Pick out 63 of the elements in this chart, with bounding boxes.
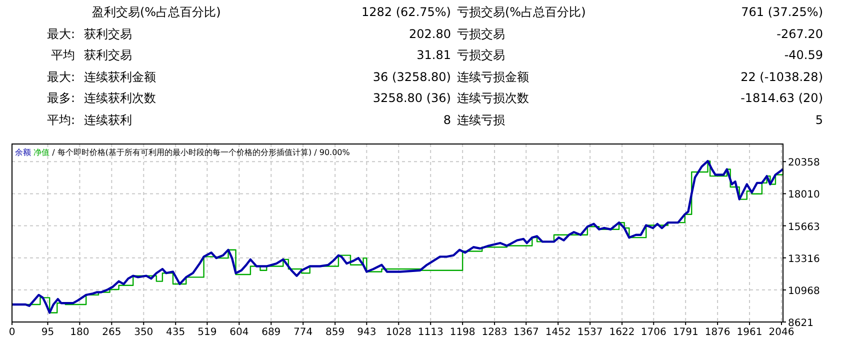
text: 3258.80 (36) [372, 91, 451, 105]
x-tick-label: 1283 [482, 327, 508, 338]
text: -1814.63 (20) [740, 91, 823, 105]
text: 连续亏损金额 [457, 70, 529, 84]
text: 亏损交易(%占总百分比) [457, 5, 586, 19]
x-tick-label: 180 [70, 327, 90, 338]
y-tick-label: 15663 [788, 222, 820, 233]
text: 获利交易 [84, 27, 132, 41]
x-tick-label: 604 [230, 327, 249, 338]
x-tick-label: 350 [134, 327, 154, 338]
x-tick-label: 689 [262, 327, 281, 338]
x-tick-label: 1961 [736, 327, 762, 338]
x-tick-label: 774 [294, 327, 313, 338]
text: 最大: [46, 70, 75, 84]
y-tick-label: 20358 [788, 158, 820, 169]
y-tick-label: 13316 [788, 254, 820, 265]
text: 最大: [46, 27, 75, 41]
x-tick-label: 943 [357, 327, 376, 338]
text: 5 [815, 113, 823, 127]
y-tick-label: 10968 [788, 286, 820, 297]
text: 净值 [31, 148, 50, 157]
text: 连续获利金额 [84, 70, 156, 84]
x-tick-label: 1198 [450, 327, 476, 338]
text: 亏损交易 [457, 48, 505, 62]
x-tick-label: 435 [166, 327, 186, 338]
x-tick-label: 1028 [386, 327, 412, 338]
text: 31.81 [416, 48, 451, 62]
text: 8 [443, 113, 451, 127]
text: 761 (37.25%) [741, 5, 823, 19]
x-tick-label: 1367 [513, 327, 539, 338]
y-tick-label: 18010 [788, 190, 820, 201]
x-tick-label: 519 [198, 327, 217, 338]
x-tick-label: 0 [8, 327, 16, 338]
x-tick-label: 2046 [768, 327, 794, 338]
text: / 每个即时价格(基于所有可利用的最小时段的每一个价格的分形插值计算) / 90.00% [50, 148, 350, 157]
text: -40.59 [784, 48, 823, 62]
text: 36 (3258.80) [372, 70, 451, 84]
x-tick-label: 1622 [609, 327, 635, 338]
x-tick-label: 859 [326, 327, 345, 338]
x-tick-label: 1537 [577, 327, 603, 338]
text: 平均 [51, 48, 75, 62]
text: 盈利交易(%占总百分比) [92, 5, 221, 19]
x-tick-label: 1791 [672, 327, 698, 338]
text: 获利交易 [84, 48, 132, 62]
x-tick-label: 95 [41, 327, 54, 338]
text: 连续亏损 [457, 113, 505, 127]
text: 平均: [46, 113, 75, 127]
text: 连续亏损次数 [457, 91, 529, 105]
x-tick-label: 1113 [418, 327, 444, 338]
text: 连续获利 [84, 113, 132, 127]
text: 22 (-1038.28) [740, 70, 823, 84]
text: -267.20 [776, 27, 823, 41]
x-tick-label: 265 [102, 327, 122, 338]
text: 202.80 [409, 27, 451, 41]
x-tick-label: 1452 [545, 327, 571, 338]
text: 余额 [15, 148, 31, 157]
y-tick-label: 8621 [788, 318, 814, 329]
x-tick-label: 1876 [704, 327, 730, 338]
text: 连续获利次数 [84, 91, 156, 105]
text: 亏损交易 [457, 27, 505, 41]
text: 最多: [46, 91, 75, 105]
text: 1282 (62.75%) [362, 5, 451, 19]
x-tick-label: 1706 [640, 327, 666, 338]
